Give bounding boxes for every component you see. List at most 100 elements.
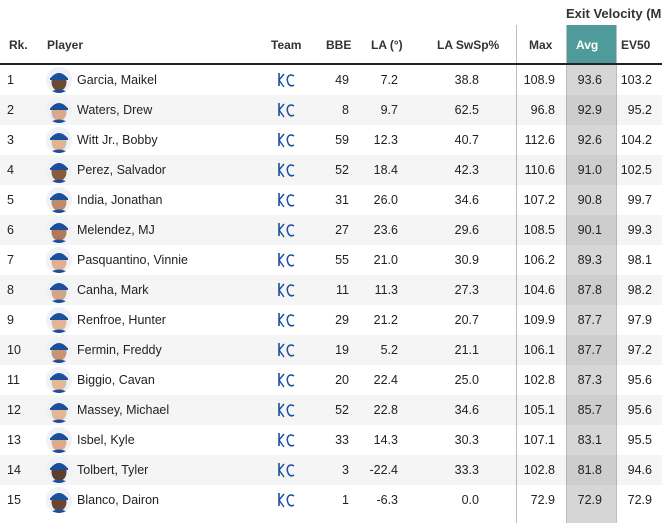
player-name-link[interactable]: Biggio, Cavan <box>77 373 155 387</box>
la-cell: 23.6 <box>373 223 398 237</box>
kc-royals-logo-icon[interactable] <box>276 101 296 119</box>
player-name-link[interactable]: India, Jonathan <box>77 193 163 207</box>
la-swsp-cell: 27.3 <box>454 283 479 297</box>
max-cell: 96.8 <box>530 103 555 117</box>
avg-cell: 90.1 <box>577 223 602 237</box>
ev50-cell: 72.9 <box>627 493 652 507</box>
table-row[interactable]: 1 Garcia, Maikel 49 7.2 38.8 108.9 93.6 103.2 <box>0 65 662 95</box>
player-headshot-icon <box>46 97 72 123</box>
max-column-header[interactable]: Max <box>529 38 553 52</box>
table-row[interactable]: 11 Biggio, Cavan 20 22.4 25.0 102.8 87.3 95.6 <box>0 365 662 395</box>
kc-royals-logo-icon[interactable] <box>276 491 296 509</box>
row-stripe <box>0 335 662 365</box>
la-swsp-column-header[interactable]: LA SwSp% <box>437 38 500 52</box>
ev50-cell: 97.9 <box>627 313 652 327</box>
kc-royals-logo-icon[interactable] <box>276 161 296 179</box>
player-headshot-icon <box>46 187 72 213</box>
player-name-link[interactable]: Melendez, MJ <box>77 223 155 237</box>
player-name-link[interactable]: Garcia, Maikel <box>77 73 157 87</box>
ev50-cell: 104.2 <box>620 133 652 147</box>
ev50-cell: 95.5 <box>627 433 652 447</box>
kc-royals-logo-icon[interactable] <box>276 251 296 269</box>
ev50-cell: 102.5 <box>620 163 652 177</box>
player-name-link[interactable]: Witt Jr., Bobby <box>77 133 158 147</box>
kc-royals-logo-icon[interactable] <box>276 311 296 329</box>
table-row[interactable]: 12 Massey, Michael 52 22.8 34.6 105.1 85.7 95.6 <box>0 395 662 425</box>
max-cell: 107.1 <box>523 433 555 447</box>
la-swsp-cell: 21.1 <box>454 343 479 357</box>
kc-royals-logo-icon[interactable] <box>276 461 296 479</box>
player-name-link[interactable]: Renfroe, Hunter <box>77 313 166 327</box>
team-column-header[interactable]: Team <box>271 38 302 52</box>
la-cell: 7.2 <box>380 73 398 87</box>
player-name-link[interactable]: Isbel, Kyle <box>77 433 135 447</box>
bbe-column-header[interactable]: BBE <box>326 38 352 52</box>
kc-royals-logo-icon[interactable] <box>276 431 296 449</box>
table-row[interactable]: 2 Waters, Drew 8 9.7 62.5 96.8 92.9 95.2 <box>0 95 662 125</box>
la-cell: 14.3 <box>373 433 398 447</box>
kc-royals-logo-icon[interactable] <box>276 341 296 359</box>
player-name-link[interactable]: Massey, Michael <box>77 403 170 417</box>
la-cell: 22.8 <box>373 403 398 417</box>
max-column-divider <box>566 25 567 523</box>
ev50-cell: 95.2 <box>627 103 652 117</box>
kc-royals-logo-icon[interactable] <box>276 371 296 389</box>
avg-cell: 72.9 <box>577 493 602 507</box>
player-name-link[interactable]: Perez, Salvador <box>77 163 166 177</box>
rank-cell: 8 <box>7 283 14 297</box>
bbe-cell: 49 <box>335 73 349 87</box>
rank-cell: 7 <box>7 253 14 267</box>
rank-cell: 4 <box>7 163 14 177</box>
player-name-link[interactable]: Fermin, Freddy <box>77 343 162 357</box>
kc-royals-logo-icon[interactable] <box>276 191 296 209</box>
avg-column-header[interactable]: Avg <box>576 38 599 52</box>
max-cell: 102.8 <box>523 463 555 477</box>
player-name-link[interactable]: Waters, Drew <box>77 103 153 117</box>
la-cell: 21.0 <box>373 253 398 267</box>
player-name-link[interactable]: Tolbert, Tyler <box>77 463 149 477</box>
table-row[interactable]: 10 Fermin, Freddy 19 5.2 21.1 106.1 87.7 97.2 <box>0 335 662 365</box>
bbe-cell: 59 <box>335 133 349 147</box>
player-name-link[interactable]: Canha, Mark <box>77 283 149 297</box>
table-row[interactable]: 13 Isbel, Kyle 33 14.3 30.3 107.1 83.1 95.5 <box>0 425 662 455</box>
ev50-cell: 95.6 <box>627 403 652 417</box>
table-row[interactable]: 3 Witt Jr., Bobby 59 12.3 40.7 112.6 92.6 104.2 <box>0 125 662 155</box>
header-underline <box>0 63 662 65</box>
table-row[interactable]: 8 Canha, Mark 11 11.3 27.3 104.6 87.8 98.2 <box>0 275 662 305</box>
kc-royals-logo-icon[interactable] <box>276 131 296 149</box>
table-row[interactable]: 6 Melendez, MJ 27 23.6 29.6 108.5 90.1 99.3 <box>0 215 662 245</box>
player-headshot-icon <box>46 247 72 273</box>
max-cell: 112.6 <box>524 133 555 147</box>
la-cell: 18.4 <box>373 163 398 177</box>
bbe-cell: 31 <box>335 193 349 207</box>
table-row[interactable]: 7 Pasquantino, Vinnie 55 21.0 30.9 106.2 89.3 9… <box>0 245 662 275</box>
ev50-cell: 98.1 <box>627 253 652 267</box>
rank-cell: 11 <box>7 373 20 387</box>
ev50-column-header[interactable]: EV50 <box>621 38 651 52</box>
player-name-link[interactable]: Blanco, Dairon <box>77 493 159 507</box>
table-row[interactable]: 9 Renfroe, Hunter 29 21.2 20.7 109.9 87.7 97.9 <box>0 305 662 335</box>
avg-cell: 81.8 <box>577 463 602 477</box>
player-name-link[interactable]: Pasquantino, Vinnie <box>77 253 188 267</box>
rank-cell: 13 <box>7 433 21 447</box>
table-row[interactable]: 15 Blanco, Dairon 1 -6.3 0.0 72.9 72.9 72.9 <box>0 485 662 515</box>
bbe-cell: 20 <box>335 373 349 387</box>
bbe-cell: 33 <box>335 433 349 447</box>
kc-royals-logo-icon[interactable] <box>276 221 296 239</box>
kc-royals-logo-icon[interactable] <box>276 71 296 89</box>
rank-column-header[interactable]: Rk. <box>9 38 28 52</box>
table-row[interactable]: 4 Perez, Salvador 52 18.4 42.3 110.6 91.0 102.5 <box>0 155 662 185</box>
max-cell: 106.1 <box>523 343 555 357</box>
player-column-header[interactable]: Player <box>47 38 84 52</box>
avg-cell: 87.7 <box>577 313 602 327</box>
kc-royals-logo-icon[interactable] <box>276 401 296 419</box>
la-swsp-cell: 38.8 <box>454 73 479 87</box>
table-row[interactable]: 5 India, Jonathan 31 26.0 34.6 107.2 90.8 99.7 <box>0 185 662 215</box>
kc-royals-logo-icon[interactable] <box>276 281 296 299</box>
max-cell: 108.5 <box>523 223 555 237</box>
la-column-header[interactable]: LA (°) <box>371 38 403 52</box>
avg-column-divider <box>616 25 617 523</box>
table-row[interactable]: 14 Tolbert, Tyler 3 -22.4 33.3 102.8 81.8 94.6 <box>0 455 662 485</box>
player-headshot-icon <box>46 457 72 483</box>
bbe-cell: 3 <box>342 463 349 477</box>
